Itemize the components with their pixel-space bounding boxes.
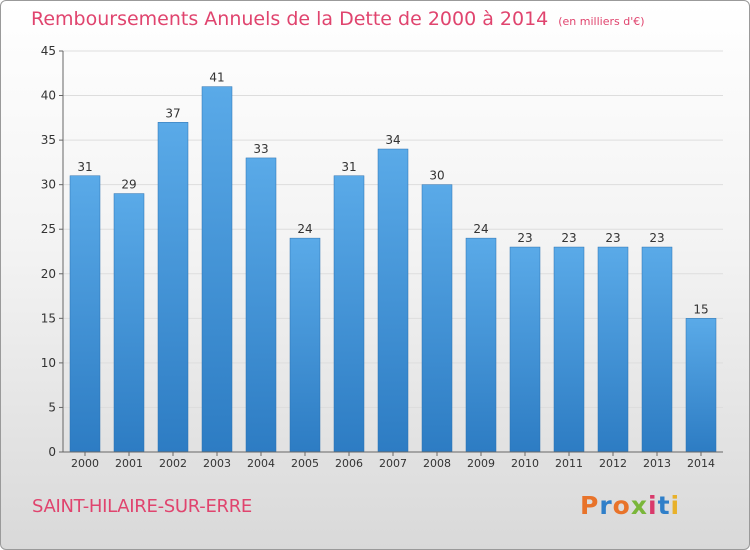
chart-title-text: Remboursements Annuels de la Dette de 20… [31, 8, 549, 30]
y-tick-label: 30 [41, 178, 56, 192]
y-tick-label: 25 [41, 222, 56, 236]
bar [377, 148, 409, 453]
y-tick-label: 20 [41, 267, 56, 281]
bar [245, 157, 277, 453]
x-tick-label: 2011 [555, 457, 583, 470]
bar [597, 246, 629, 453]
bar [201, 86, 233, 453]
bar-value-label: 24 [473, 222, 488, 236]
bar-value-label: 23 [605, 231, 620, 245]
proxiti-logo: Proxiti [580, 491, 680, 520]
logo-letter: i [648, 491, 658, 520]
logo-letter: P [580, 491, 600, 520]
bar [113, 193, 145, 453]
bar [509, 246, 541, 453]
bar [685, 318, 717, 453]
x-tick-label: 2006 [335, 457, 363, 470]
bar-value-label: 37 [165, 106, 180, 120]
bar-value-label: 23 [561, 231, 576, 245]
bar [333, 175, 365, 453]
bar-value-label: 23 [517, 231, 532, 245]
commune-name: SAINT-HILAIRE-SUR-ERRE [32, 496, 252, 517]
y-tick-label: 35 [41, 133, 56, 147]
x-tick-label: 2004 [247, 457, 275, 470]
y-tick-label: 5 [48, 400, 56, 414]
y-tick-label: 45 [41, 44, 56, 58]
logo-letter: o [612, 491, 631, 520]
bar-value-label: 30 [429, 169, 444, 183]
x-tick-label: 2002 [159, 457, 187, 470]
x-tick-label: 2007 [379, 457, 407, 470]
bar-value-label: 24 [297, 222, 312, 236]
x-tick-label: 2001 [115, 457, 143, 470]
bar [553, 246, 585, 453]
bar [289, 237, 321, 453]
chart-title: Remboursements Annuels de la Dette de 20… [31, 8, 645, 30]
bar [421, 184, 453, 453]
logo-letter: i [670, 491, 681, 520]
x-tick-label: 2013 [643, 457, 671, 470]
bar-value-label: 41 [209, 71, 224, 85]
logo-letter: x [630, 491, 648, 520]
bar-value-label: 34 [385, 133, 400, 147]
bar [69, 175, 101, 453]
y-tick-label: 10 [41, 356, 56, 370]
bar-value-label: 33 [253, 142, 268, 156]
x-tick-label: 2012 [599, 457, 627, 470]
x-tick-label: 2008 [423, 457, 451, 470]
bar-value-label: 29 [121, 178, 136, 192]
logo-letter: t [657, 491, 671, 520]
y-tick-label: 0 [48, 445, 56, 459]
logo-letter: r [599, 491, 613, 520]
bar [465, 237, 497, 453]
bar [157, 122, 189, 453]
y-tick-label: 15 [41, 311, 56, 325]
y-tick-label: 40 [41, 89, 56, 103]
bar-value-label: 31 [77, 160, 92, 174]
x-tick-label: 2009 [467, 457, 495, 470]
bar [641, 246, 673, 453]
bar-value-label: 15 [693, 302, 708, 316]
x-tick-label: 2000 [71, 457, 99, 470]
x-tick-label: 2005 [291, 457, 319, 470]
bar-value-label: 23 [649, 231, 664, 245]
x-tick-label: 2010 [511, 457, 539, 470]
x-tick-label: 2003 [203, 457, 231, 470]
chart-title-unit: (en milliers d'€) [558, 15, 645, 28]
bar-value-label: 31 [341, 160, 356, 174]
x-tick-label: 2014 [687, 457, 715, 470]
